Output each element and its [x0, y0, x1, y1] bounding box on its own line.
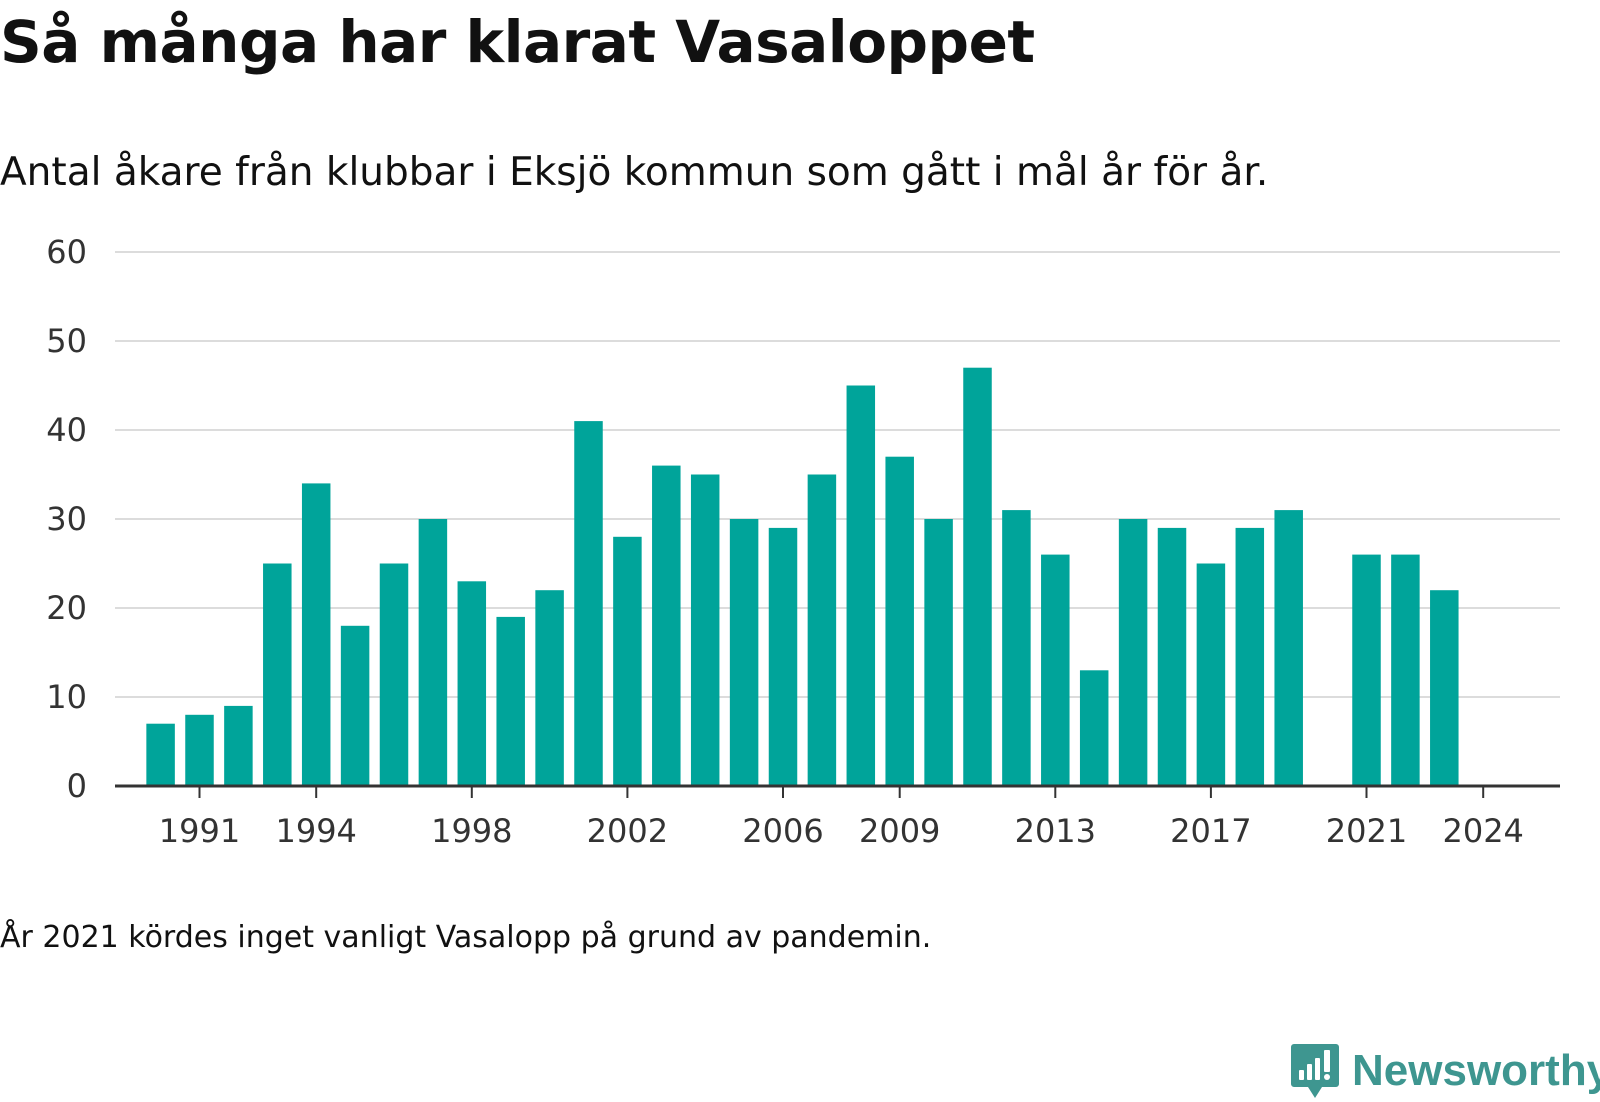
bar-chart: 0 10 20 30 40 50 60 1991 1994 1998 2002 2006 2009 201… [46, 233, 1560, 850]
bars [146, 367, 1459, 786]
bar-2011 [963, 367, 992, 786]
axes: 0 10 20 30 40 50 60 1991 1994 1998 2002 2006 2009 201… [46, 233, 1560, 850]
x-tick-label-2017: 2017 [1170, 812, 1251, 850]
bar-1996 [379, 563, 409, 786]
bar-2005 [729, 519, 759, 786]
footnote: År 2021 kördes inget vanligt Vasalopp på… [0, 920, 932, 955]
bar-2002 [613, 536, 642, 786]
bar-1992 [224, 705, 253, 786]
bar-2007 [807, 474, 837, 786]
bar-2008 [846, 385, 876, 786]
newsworthy-logo-icon [1291, 1044, 1339, 1098]
bar-2001 [574, 421, 603, 786]
bar-2017 [1196, 563, 1226, 786]
x-tick-label-2009: 2009 [859, 812, 940, 850]
x-tick-label-1991: 1991 [159, 812, 240, 850]
bar-2013 [1041, 554, 1070, 786]
gridlines [115, 251, 1560, 698]
bar-2019 [1274, 510, 1303, 786]
bar-2010 [924, 519, 953, 786]
y-tick-label-40: 40 [46, 411, 87, 449]
y-tick-label-50: 50 [46, 322, 87, 360]
bar-1991 [185, 714, 214, 786]
bar-2012 [1002, 510, 1031, 786]
bar-1993 [263, 563, 292, 786]
bar-2004 [690, 474, 720, 786]
brand-name: Newsworthy [1352, 1046, 1600, 1095]
bar-2003 [652, 465, 681, 786]
y-tick-label-60: 60 [46, 233, 87, 271]
chart-title: Så många har klarat Vasaloppet [0, 8, 1035, 76]
bar-1997 [418, 519, 448, 786]
x-tick-label-2013: 2013 [1015, 812, 1096, 850]
x-tick-label-2006: 2006 [742, 812, 823, 850]
x-tick-label-2024: 2024 [1442, 812, 1523, 850]
bar-2021 [1352, 554, 1381, 786]
chart-subtitle: Antal åkare från klubbar i Eksjö kommun … [0, 150, 1269, 195]
y-tick-label-30: 30 [46, 500, 87, 538]
bar-1999 [496, 616, 525, 786]
y-tick-label-20: 20 [46, 589, 87, 627]
bar-1990 [146, 723, 175, 786]
x-tick-label-2021: 2021 [1326, 812, 1407, 850]
bar-1998 [457, 581, 487, 786]
y-tick-label-10: 10 [46, 678, 87, 716]
bar-2022 [1391, 554, 1420, 786]
brand-logo: Newsworthy [1290, 1040, 1600, 1102]
bar-2023 [1430, 590, 1459, 786]
y-tick-label-0: 0 [67, 767, 87, 805]
bar-2014 [1079, 670, 1109, 786]
bar-2016 [1157, 527, 1187, 786]
x-tick-label-1994: 1994 [275, 812, 356, 850]
bar-2009 [885, 456, 914, 786]
bar-2015 [1118, 519, 1148, 786]
x-tick-label-1998: 1998 [431, 812, 512, 850]
bar-2000 [535, 590, 564, 786]
bar-1995 [340, 625, 370, 786]
bar-2018 [1235, 527, 1265, 786]
bar-1994 [301, 483, 331, 786]
bar-2006 [768, 527, 798, 786]
x-tick-label-2002: 2002 [587, 812, 668, 850]
